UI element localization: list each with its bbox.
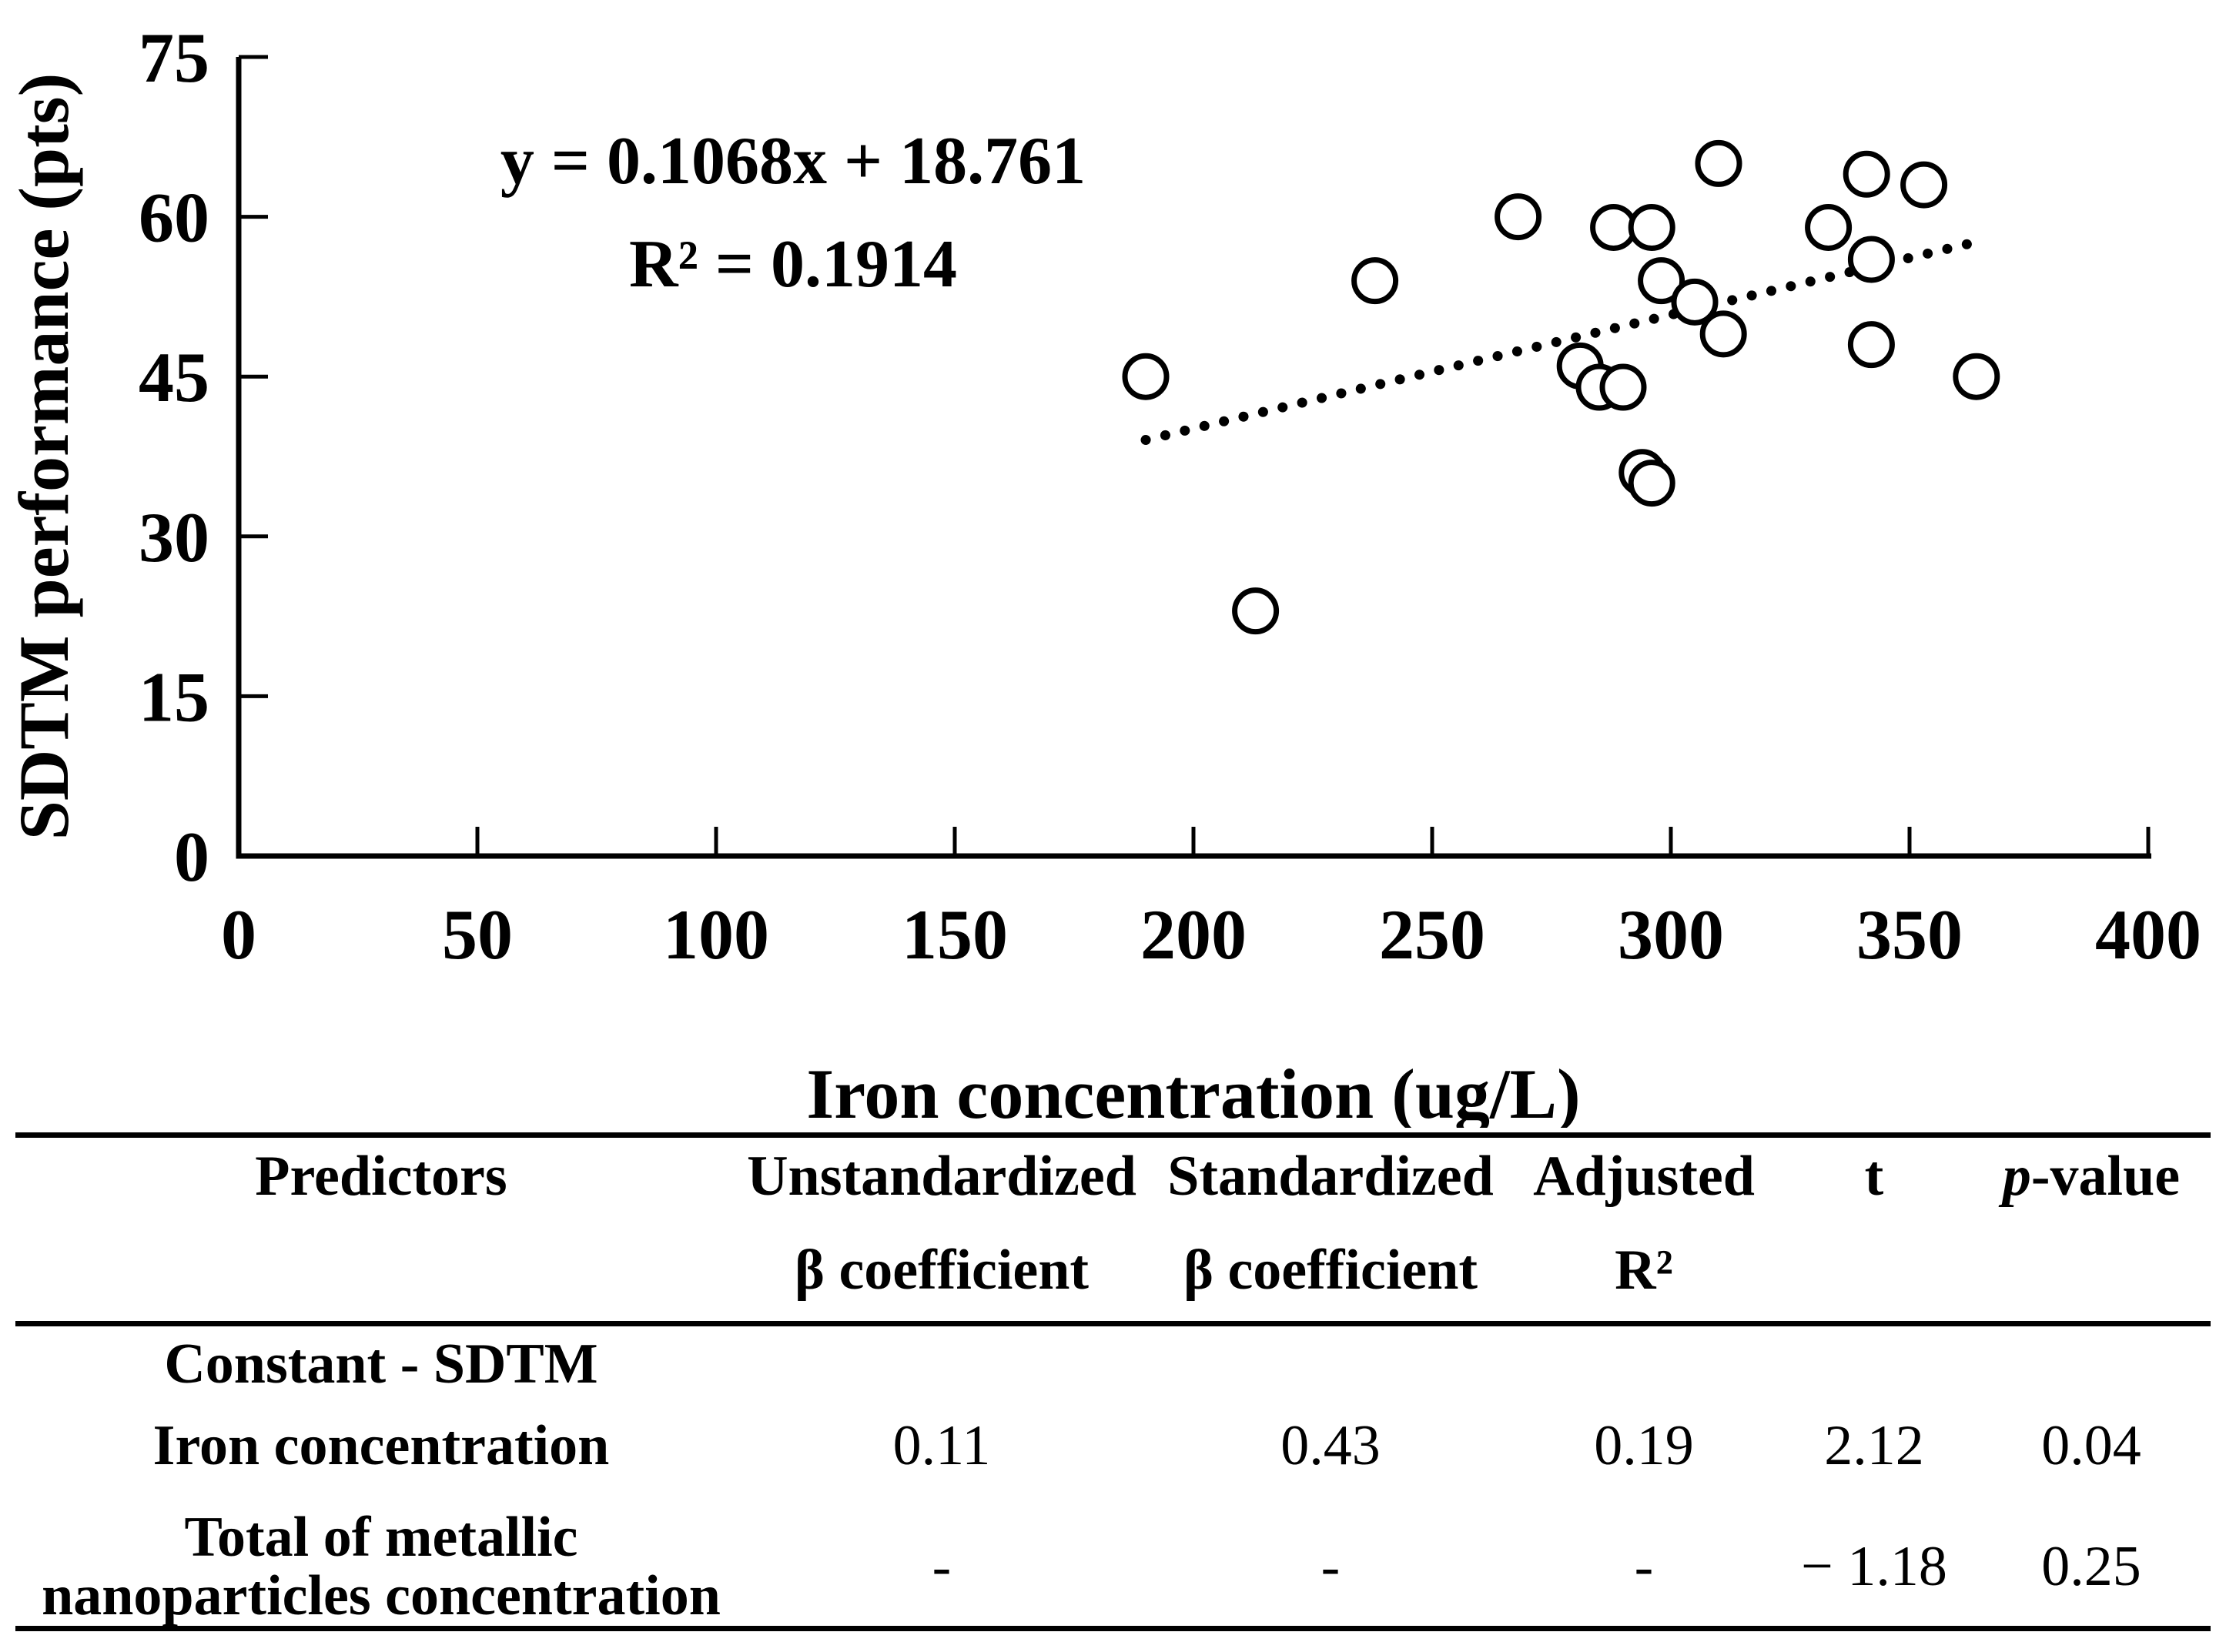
x-tick-label: 50: [442, 895, 513, 974]
row-label: nanoparticles concentration: [42, 1564, 721, 1627]
table-value: 0.04: [2041, 1414, 2141, 1477]
scatter-point: [1695, 139, 1742, 187]
x-tick-label: 400: [2095, 895, 2201, 974]
table-header-rule: [15, 1321, 2211, 1326]
scatter-point: [1847, 236, 1895, 283]
scatter-point: [1232, 587, 1280, 635]
y-tick-label: 15: [139, 657, 209, 736]
header-text-part: -value: [2030, 1145, 2181, 1208]
table-value: − 1.18: [1801, 1535, 1947, 1598]
y-tick-label: 75: [139, 18, 209, 97]
row-label: Total of metallic: [184, 1506, 578, 1569]
table-value: -: [1634, 1535, 1654, 1598]
header-text-part: p: [2002, 1145, 2031, 1208]
column-header: t: [1864, 1145, 1884, 1208]
y-tick-label: 45: [139, 338, 209, 416]
scatter-point: [1628, 460, 1675, 507]
row-label: Constant - SDTM: [164, 1333, 598, 1396]
scatter-point: [1699, 310, 1747, 358]
scatter-point: [1953, 353, 2000, 400]
table-value: 0.43: [1280, 1414, 1381, 1477]
scatter-point: [1843, 150, 1890, 198]
table-value: -: [1321, 1535, 1341, 1598]
scatter-point: [1638, 257, 1685, 305]
scatter-point: [1599, 363, 1647, 411]
table-value: -: [932, 1535, 952, 1598]
column-header: Unstandardized: [747, 1145, 1136, 1208]
x-tick-label: 300: [1618, 895, 1724, 974]
table-value: 0.11: [892, 1414, 991, 1477]
trendline-equation: y = 0.1068x + 18.761: [500, 124, 1086, 199]
scatter-point: [1671, 278, 1719, 326]
y-tick-label: 30: [139, 498, 209, 577]
column-header-line2: β coefficient: [794, 1239, 1090, 1302]
trendline-dotted: [1140, 238, 1977, 446]
r-squared-label: R² = 0.1914: [629, 227, 957, 302]
column-header: Standardized: [1167, 1145, 1494, 1208]
ticks-layer: [239, 55, 2151, 856]
x-tick-label: 200: [1140, 895, 1247, 974]
scatter-point: [1122, 353, 1170, 400]
x-tick-label: 250: [1379, 895, 1485, 974]
column-header: Adjusted: [1533, 1145, 1755, 1208]
column-header-line2: R²: [1615, 1239, 1673, 1302]
table-bottom-rule: [15, 1626, 2211, 1631]
x-tick-label: 0: [221, 895, 256, 974]
scatter-point: [1495, 193, 1542, 241]
scatter-point: [1628, 203, 1675, 251]
table-value: 0.25: [2041, 1535, 2141, 1598]
row-label: Iron concentration: [152, 1414, 610, 1477]
table-value: 2.12: [1824, 1414, 1924, 1477]
y-tick-label: 0: [174, 818, 209, 896]
scatter-chart: 0 50 100 150 200 250 300 350 400 0 15 30 45 60 75 y = …: [5, 18, 2201, 1128]
scatter-point: [1805, 203, 1853, 251]
scatter-points-layer: [1122, 139, 2000, 635]
column-header: Predictors: [255, 1145, 507, 1208]
scatter-point: [1351, 257, 1399, 305]
column-header: p-value: [2003, 1148, 2180, 1205]
y-tick-label: 60: [139, 179, 209, 257]
x-tick-label: 150: [902, 895, 1008, 974]
tick-labels-layer: 0 50 100 150 200 250 300 350 400 0 15 30 45 60 75: [139, 18, 2201, 974]
column-header-line2: β coefficient: [1183, 1239, 1478, 1302]
x-tick-label: 350: [1856, 895, 1963, 974]
x-tick-label: 100: [663, 895, 769, 974]
table-value: 0.19: [1594, 1414, 1694, 1477]
scatter-point: [1900, 161, 1948, 209]
scatter-point: [1590, 203, 1638, 251]
x-axis-title: Iron concentration (ug/L): [806, 1055, 1580, 1128]
y-axis-title: SDTM performance (pts): [5, 73, 83, 840]
table-top-rule: [15, 1132, 2211, 1138]
scatter-point: [1847, 321, 1895, 369]
